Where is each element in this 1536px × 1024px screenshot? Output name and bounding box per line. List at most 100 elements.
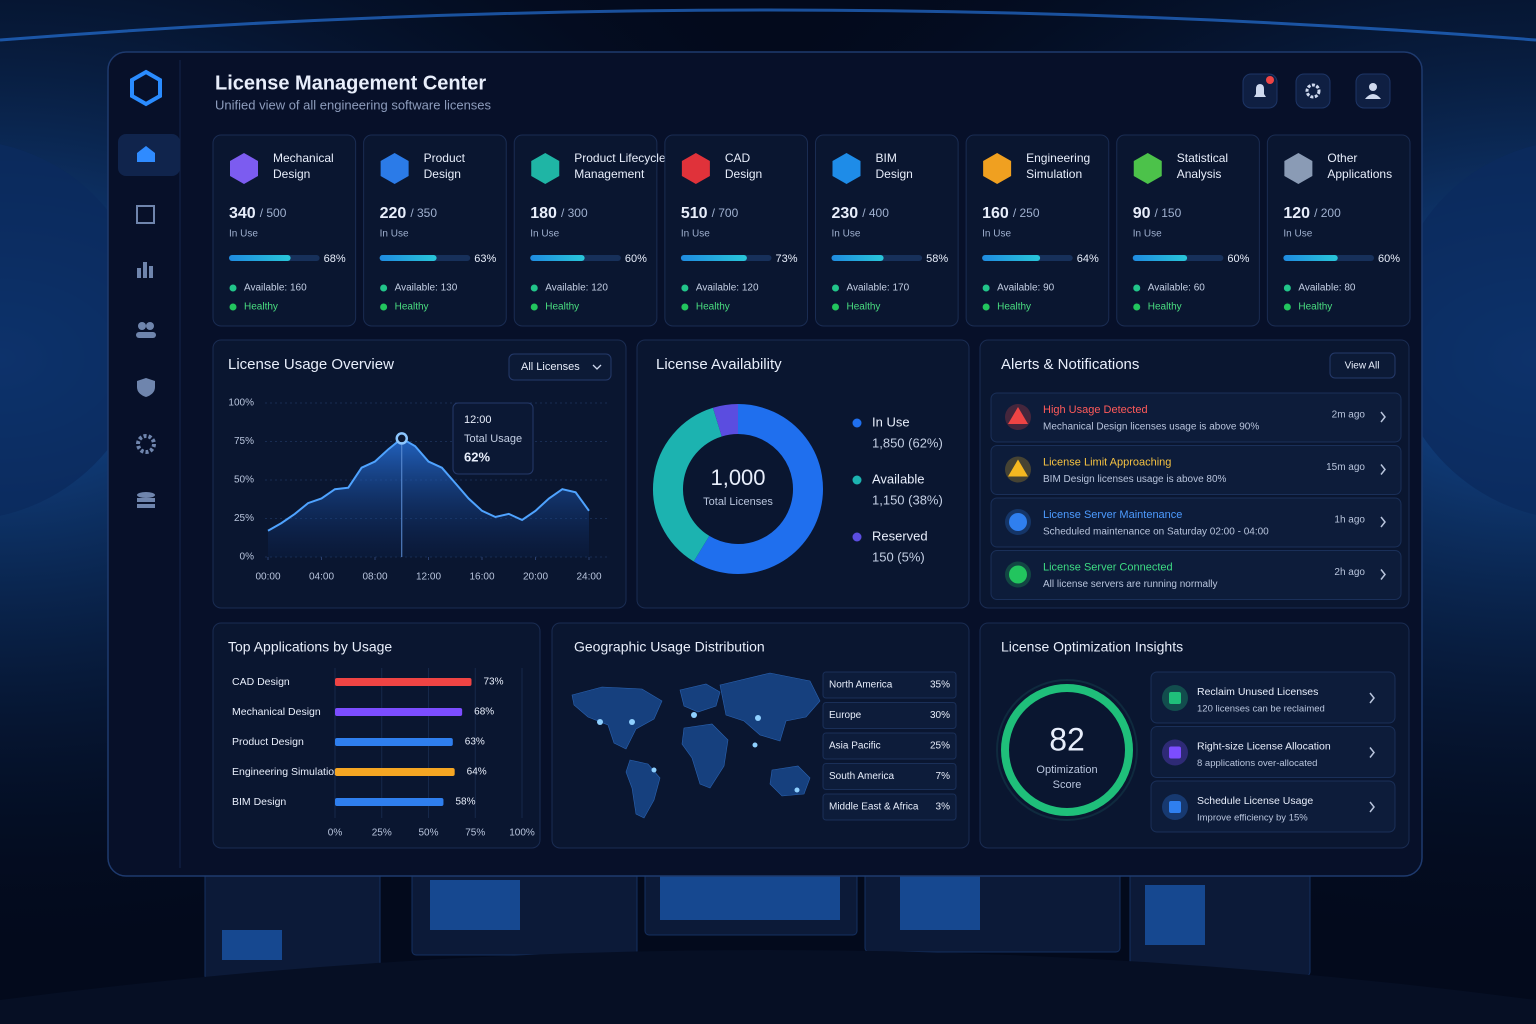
used-caption: In Use	[229, 229, 258, 240]
card-icon	[832, 153, 861, 184]
card-name: Design	[725, 167, 762, 181]
card-background	[965, 134, 1110, 327]
alert-message: BIM Design licenses usage is above 80%	[1043, 474, 1227, 485]
legend-name: Reserved	[872, 528, 928, 543]
insight-icon-glyph	[1169, 801, 1181, 813]
score-ring	[1001, 684, 1133, 816]
card-background	[1116, 134, 1260, 327]
status-dot	[1133, 284, 1141, 292]
usage-percent: 68%	[324, 253, 346, 265]
legend-name: Available	[872, 471, 925, 486]
map-hotspots	[597, 712, 800, 793]
card-background	[363, 134, 507, 327]
used-caption: In Use	[982, 229, 1011, 240]
total-count: / 400	[862, 206, 889, 220]
category-label: Product Design	[232, 736, 304, 748]
usage-percent: 64%	[1077, 253, 1099, 265]
legend-swatch	[852, 475, 862, 485]
availability-donut: In Use 1,850 (62%) Available 1,150 (38%) Res…	[653, 404, 943, 574]
alert-time: 1h ago	[1334, 515, 1365, 526]
y-tick-label: 100%	[228, 398, 254, 409]
y-tick-label: 75%	[234, 436, 254, 447]
panel-title: License Usage Overview	[228, 356, 394, 373]
card-background	[815, 134, 959, 327]
used-caption: In Use	[530, 229, 559, 240]
nav-settings[interactable]	[136, 434, 156, 454]
usage-bar	[680, 255, 747, 261]
x-tick-label: 25%	[372, 828, 392, 839]
total-licenses-label: Total Licenses	[703, 496, 773, 508]
license-filter[interactable]	[508, 353, 612, 381]
usage-percent: 60%	[1227, 253, 1249, 265]
status: Healthy	[395, 302, 429, 313]
panel-title: License Optimization Insights	[1001, 639, 1183, 655]
usage-bar	[379, 255, 437, 261]
insight-detail: 120 licenses can be reclaimed	[1197, 704, 1325, 715]
usage-bar	[1132, 255, 1188, 261]
insight-item[interactable]	[1150, 671, 1396, 724]
usage-bar	[229, 255, 291, 261]
status-dot	[982, 284, 990, 292]
status: Healthy	[847, 302, 881, 313]
legend-swatch	[852, 418, 862, 428]
bar	[335, 798, 444, 806]
total-licenses-value: 1,000	[710, 465, 765, 490]
value-label: 64%	[467, 767, 487, 778]
insight-title: Schedule License Usage	[1197, 795, 1313, 807]
y-tick-label: 0%	[240, 552, 255, 563]
alert-icon-glyph	[1009, 565, 1027, 584]
status-dot	[681, 303, 689, 311]
nav-apps[interactable]	[136, 205, 155, 224]
nav-database[interactable]	[137, 492, 155, 508]
score-caption: Score	[1053, 779, 1082, 791]
region-share: 30%	[930, 710, 950, 721]
nav-reports[interactable]	[137, 262, 153, 278]
used-count: 90	[1133, 205, 1151, 222]
alert-item[interactable]	[990, 497, 1402, 548]
card-name: Product Lifecycle	[574, 151, 666, 165]
card-background	[1266, 134, 1411, 327]
card-usage: 220/ 350	[380, 205, 438, 222]
view-all-button[interactable]	[1329, 352, 1396, 379]
insight-item[interactable]	[1150, 780, 1396, 833]
insight-detail: Improve efficiency by 15%	[1197, 813, 1308, 824]
used-count: 160	[982, 205, 1009, 222]
optimization-panel: License Optimization Insights 82 Optimiz…	[979, 622, 1410, 849]
alert-item[interactable]	[990, 445, 1402, 495]
usage-bar	[982, 255, 1041, 261]
insight-item[interactable]	[1150, 726, 1396, 778]
used-count: 220	[380, 205, 407, 222]
region-name: Europe	[829, 710, 862, 721]
card-icon	[1133, 153, 1162, 184]
used-count: 180	[530, 205, 557, 222]
total-count: / 150	[1155, 206, 1182, 220]
region-row	[822, 702, 957, 729]
legend-value: 1,150 (38%)	[872, 492, 943, 507]
usage-percent: 60%	[1378, 253, 1400, 265]
nav-security[interactable]	[137, 378, 155, 397]
card-icon	[1284, 153, 1313, 184]
card-background	[212, 134, 357, 327]
chevron	[1380, 464, 1386, 475]
x-tick-label: 24:00	[576, 572, 601, 583]
value-label: 58%	[455, 797, 475, 808]
alert-item[interactable]	[990, 550, 1402, 600]
settings-button[interactable]	[1295, 73, 1331, 109]
nav-users[interactable]	[136, 322, 156, 338]
insight-list: Reclaim Unused Licenses 120 licenses can …	[1150, 671, 1396, 833]
panel-title: Top Applications by Usage	[228, 639, 392, 655]
total-count: / 300	[561, 206, 588, 220]
alert-item[interactable]	[990, 392, 1402, 443]
tooltip-value: 62%	[464, 449, 490, 464]
status-dot	[1283, 303, 1291, 311]
x-tick-label: 0%	[328, 828, 343, 839]
card-icon	[380, 153, 409, 184]
alert-title: License Server Maintenance	[1043, 509, 1182, 521]
card-icon	[983, 153, 1012, 184]
status-dot	[832, 284, 839, 292]
legend-value: 1,850 (62%)	[872, 435, 943, 450]
x-tick-label: 00:00	[255, 572, 280, 583]
